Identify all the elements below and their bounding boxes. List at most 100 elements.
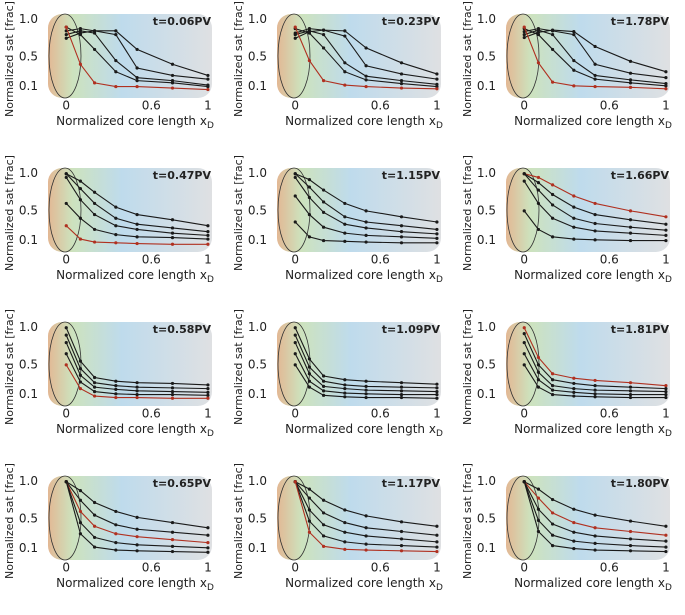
data-point bbox=[343, 34, 347, 38]
data-point bbox=[170, 231, 175, 235]
data-point bbox=[572, 381, 576, 386]
x-axis-label: Normalized core length xD bbox=[514, 114, 672, 131]
data-point bbox=[664, 76, 668, 80]
x-axis-label-text: Normalized core length x bbox=[514, 114, 665, 128]
data-point bbox=[206, 541, 210, 545]
data-point bbox=[628, 381, 633, 385]
data-point bbox=[435, 524, 439, 528]
data-point bbox=[593, 238, 597, 242]
x-tick-label: 1 bbox=[204, 99, 212, 113]
y-axis-label: Normalized sat [frac] bbox=[3, 309, 16, 425]
x-tick-label: 0.6 bbox=[600, 253, 619, 267]
data-point bbox=[664, 215, 668, 219]
data-point bbox=[307, 212, 312, 217]
x-tick-label: 0.6 bbox=[371, 407, 390, 421]
data-point bbox=[364, 542, 368, 546]
data-point bbox=[628, 78, 633, 82]
data-point bbox=[593, 388, 597, 392]
data-point bbox=[293, 480, 297, 484]
data-point bbox=[114, 523, 118, 527]
data-point bbox=[343, 83, 347, 87]
data-point bbox=[536, 181, 541, 185]
data-point bbox=[343, 239, 347, 243]
x-tick-label: 0 bbox=[291, 253, 299, 267]
data-point bbox=[550, 392, 555, 397]
data-point bbox=[343, 215, 347, 219]
data-point bbox=[78, 366, 83, 371]
data-point bbox=[572, 394, 576, 398]
data-point bbox=[293, 333, 297, 337]
chart-title: t=1.81PV bbox=[611, 323, 670, 336]
x-tick-label: 0.6 bbox=[142, 253, 161, 267]
data-point bbox=[399, 86, 404, 90]
data-point bbox=[114, 548, 118, 552]
data-point bbox=[628, 389, 633, 393]
data-point bbox=[572, 225, 576, 229]
data-point bbox=[170, 386, 175, 390]
data-point bbox=[399, 61, 404, 65]
chart-title: t=1.80PV bbox=[611, 477, 670, 490]
data-point bbox=[92, 31, 97, 35]
data-point bbox=[64, 326, 68, 330]
data-point bbox=[64, 32, 68, 37]
data-point bbox=[435, 84, 439, 89]
data-point bbox=[550, 192, 555, 197]
data-point bbox=[170, 218, 175, 222]
data-point bbox=[206, 73, 210, 78]
data-point bbox=[114, 205, 118, 209]
panel: t=0.58PV Normalized sat [frac] 0.1 0.5 1.0 0 0… bbox=[3, 309, 214, 438]
data-point bbox=[550, 32, 555, 37]
data-point bbox=[307, 365, 312, 369]
data-point bbox=[307, 27, 312, 31]
data-point bbox=[399, 392, 404, 397]
y-tick-label: 1.0 bbox=[19, 166, 38, 180]
data-point bbox=[343, 508, 347, 512]
x-axis-label-text: Normalized core length x bbox=[285, 268, 436, 282]
data-point bbox=[399, 385, 404, 389]
data-point bbox=[135, 235, 139, 239]
data-point bbox=[536, 30, 541, 34]
data-point bbox=[92, 81, 97, 85]
data-point bbox=[135, 527, 139, 531]
data-point bbox=[593, 548, 597, 552]
y-tick-label: 0.1 bbox=[19, 79, 38, 93]
data-point bbox=[664, 238, 668, 243]
data-point bbox=[435, 533, 439, 537]
chart-title: t=0.06PV bbox=[153, 15, 212, 28]
data-point bbox=[343, 378, 347, 382]
data-point bbox=[593, 84, 597, 89]
data-point bbox=[321, 238, 326, 243]
y-tick-label: 0.1 bbox=[248, 233, 267, 247]
data-point bbox=[522, 340, 526, 345]
core-image bbox=[506, 14, 670, 98]
data-point bbox=[664, 392, 668, 397]
data-point bbox=[628, 385, 633, 389]
data-point bbox=[628, 544, 633, 548]
data-point bbox=[293, 36, 297, 40]
data-point bbox=[92, 201, 97, 206]
data-point bbox=[572, 194, 576, 198]
core-end bbox=[277, 167, 311, 253]
data-point bbox=[522, 326, 526, 330]
data-point bbox=[92, 227, 97, 232]
x-tick-label: 0 bbox=[62, 407, 70, 421]
x-axis-label-sub: D bbox=[665, 275, 672, 285]
data-point bbox=[364, 379, 368, 383]
y-axis-label: Normalized sat [frac] bbox=[461, 1, 474, 117]
panel: t=1.09PV Normalized sat [frac] 0.1 0.5 1.0 0 0… bbox=[232, 309, 443, 438]
y-axis-label: Normalized sat [frac] bbox=[3, 463, 16, 579]
data-point bbox=[92, 29, 97, 33]
y-tick-label: 1.0 bbox=[248, 474, 267, 488]
data-point bbox=[550, 384, 555, 388]
data-point bbox=[572, 530, 576, 534]
data-point bbox=[343, 222, 347, 226]
data-point bbox=[135, 549, 139, 553]
data-point bbox=[628, 225, 633, 229]
data-point bbox=[64, 480, 68, 484]
data-point bbox=[114, 392, 118, 396]
y-tick-label: 0.1 bbox=[477, 541, 496, 555]
data-point bbox=[135, 392, 139, 397]
data-point bbox=[572, 32, 576, 37]
data-point bbox=[64, 201, 68, 206]
data-point bbox=[664, 545, 668, 549]
